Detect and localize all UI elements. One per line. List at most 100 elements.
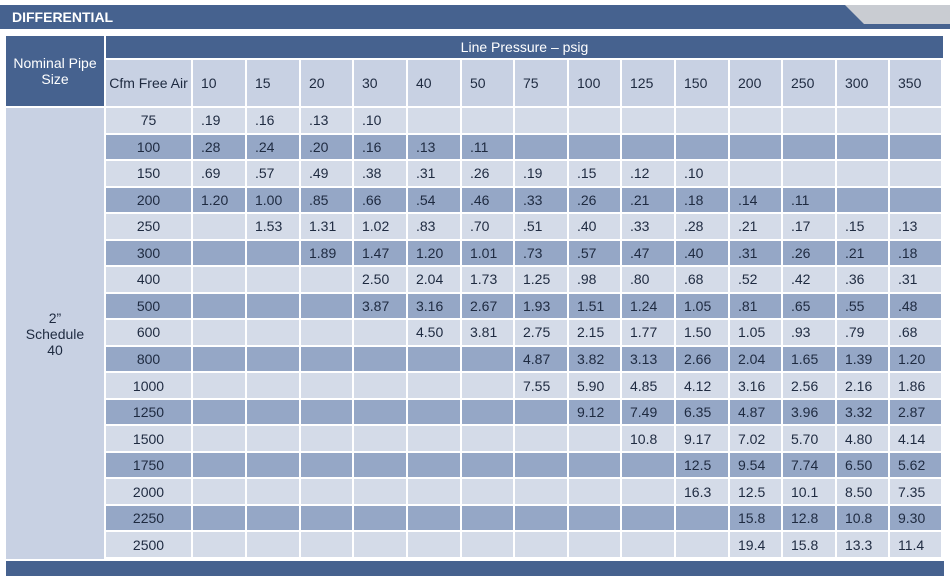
empty-cell: [408, 373, 460, 398]
value-cell: 2.56: [783, 373, 835, 398]
empty-cell: [247, 373, 299, 398]
empty-cell: [247, 479, 299, 504]
empty-cell: [622, 134, 674, 160]
value-cell: 1.31: [301, 214, 352, 239]
value-cell: 2.66: [676, 346, 728, 372]
value-cell: 3.87: [354, 293, 406, 319]
empty-cell: [193, 532, 245, 557]
value-cell: .68: [890, 320, 941, 345]
empty-cell: [676, 505, 728, 531]
value-cell: 3.82: [569, 346, 620, 372]
empty-cell: [569, 452, 620, 478]
value-cell: .31: [408, 161, 460, 186]
value-cell: .24: [247, 134, 299, 160]
value-cell: 10.8: [837, 505, 888, 531]
value-cell: 1.51: [569, 293, 620, 319]
value-cell: .65: [783, 293, 835, 319]
value-cell: 3.13: [622, 346, 674, 372]
value-cell: .16: [354, 134, 406, 160]
empty-cell: [515, 505, 567, 531]
empty-cell: [622, 452, 674, 478]
value-cell: .57: [247, 161, 299, 186]
empty-cell: [569, 108, 620, 133]
value-cell: .28: [193, 134, 245, 160]
value-cell: .31: [730, 240, 781, 266]
pressure-header: 250: [783, 60, 835, 106]
value-cell: 7.49: [622, 399, 674, 425]
empty-cell: [408, 108, 460, 133]
empty-cell: [408, 399, 460, 425]
empty-cell: [622, 505, 674, 531]
pressure-header: 30: [354, 60, 406, 106]
empty-cell: [193, 452, 245, 478]
empty-cell: [622, 532, 674, 557]
value-cell: .33: [515, 187, 567, 213]
pipe-size-line: 2”: [48, 309, 62, 326]
value-cell: 1.02: [354, 214, 406, 239]
empty-cell: [247, 426, 299, 451]
empty-cell: [515, 532, 567, 557]
pressure-header: 50: [462, 60, 513, 106]
value-cell: 2.15: [569, 320, 620, 345]
cfm-cell: 800: [106, 346, 191, 372]
value-cell: .10: [676, 161, 728, 186]
pressure-header: 15: [247, 60, 299, 106]
empty-cell: [354, 426, 406, 451]
empty-cell: [193, 346, 245, 372]
value-cell: .26: [783, 240, 835, 266]
value-cell: 4.80: [837, 426, 888, 451]
value-cell: .73: [515, 240, 567, 266]
empty-cell: [354, 346, 406, 372]
value-cell: 10.1: [783, 479, 835, 504]
empty-cell: [515, 108, 567, 133]
value-cell: .26: [462, 161, 513, 186]
empty-cell: [301, 452, 352, 478]
value-cell: 3.16: [730, 373, 781, 398]
pipe-size-line: Schedule: [25, 325, 85, 342]
empty-cell: [193, 426, 245, 451]
value-cell: .69: [193, 161, 245, 186]
value-cell: .49: [301, 161, 352, 186]
cfm-cell: 600: [106, 320, 191, 345]
empty-cell: [301, 267, 352, 292]
value-cell: .21: [837, 240, 888, 266]
empty-cell: [515, 452, 567, 478]
value-cell: 8.50: [837, 479, 888, 504]
cfm-cell: 200: [106, 187, 191, 213]
empty-cell: [515, 134, 567, 160]
value-cell: 1.05: [676, 293, 728, 319]
empty-cell: [569, 505, 620, 531]
cfm-cell: 150: [106, 161, 191, 186]
cfm-cell: 2000: [106, 479, 191, 504]
value-cell: .52: [730, 267, 781, 292]
value-cell: 12.5: [676, 452, 728, 478]
empty-cell: [676, 108, 728, 133]
empty-cell: [462, 108, 513, 133]
empty-cell: [515, 399, 567, 425]
value-cell: 1.25: [515, 267, 567, 292]
empty-cell: [301, 320, 352, 345]
value-cell: .42: [783, 267, 835, 292]
value-cell: 6.35: [676, 399, 728, 425]
value-cell: .54: [408, 187, 460, 213]
empty-cell: [247, 532, 299, 557]
value-cell: 3.96: [783, 399, 835, 425]
value-cell: 1.77: [622, 320, 674, 345]
value-cell: 9.30: [890, 505, 941, 531]
value-cell: .15: [569, 161, 620, 186]
pressure-header: 125: [622, 60, 674, 106]
empty-cell: [301, 532, 352, 557]
value-cell: 10.8: [622, 426, 674, 451]
value-cell: .47: [622, 240, 674, 266]
value-cell: .14: [730, 187, 781, 213]
value-cell: 1.53: [247, 214, 299, 239]
value-cell: 13.3: [837, 532, 888, 557]
value-cell: .66: [354, 187, 406, 213]
empty-cell: [193, 214, 245, 239]
empty-cell: [462, 346, 513, 372]
value-cell: 6.50: [837, 452, 888, 478]
cfm-cell: 400: [106, 267, 191, 292]
value-cell: .40: [676, 240, 728, 266]
